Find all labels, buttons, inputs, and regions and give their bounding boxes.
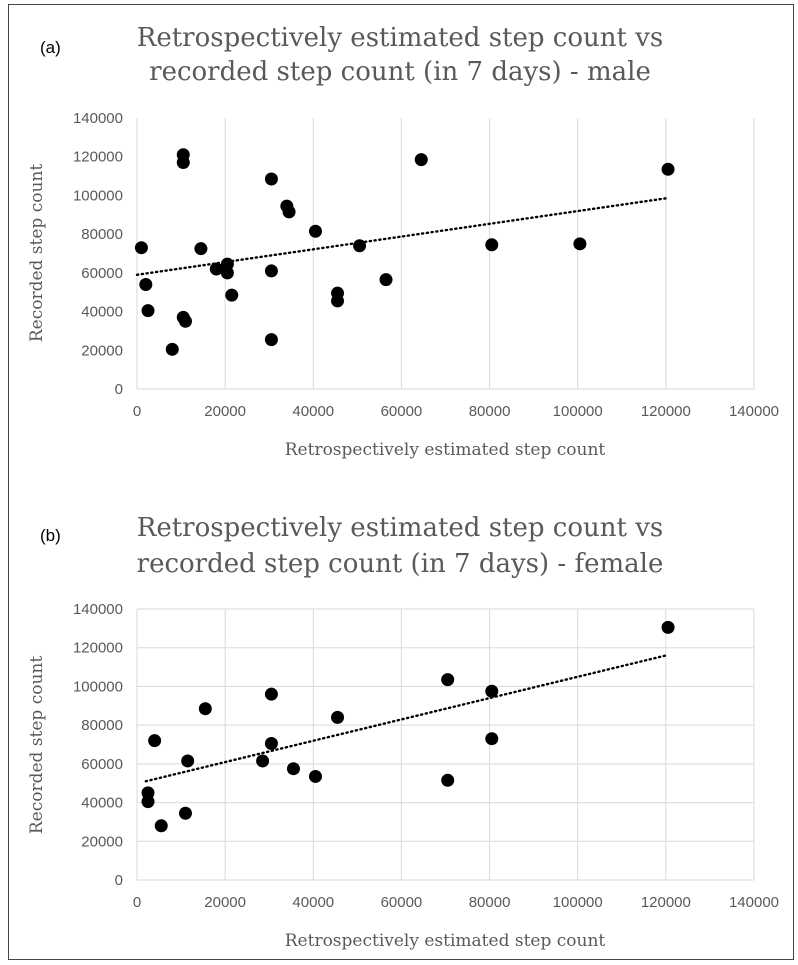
data-point (264, 172, 278, 186)
data-point (264, 333, 278, 347)
trendline (135, 197, 668, 276)
data-point (282, 205, 296, 219)
x-tick-label: 60000 (381, 894, 423, 911)
data-point (194, 242, 208, 256)
y-tick-label: 140000 (73, 110, 123, 127)
data-point (331, 294, 345, 308)
y-tick-label: 80000 (81, 717, 123, 734)
data-point (379, 273, 393, 287)
x-tick-label: 140000 (729, 894, 779, 911)
y-tick-label: 20000 (81, 342, 123, 359)
x-tick-label: 80000 (469, 403, 511, 420)
data-point (165, 342, 179, 356)
chart-title-line-1: Retrospectively estimated step count vs (137, 23, 663, 53)
data-point (441, 773, 455, 787)
data-point (209, 262, 223, 276)
data-point (154, 819, 168, 833)
y-tick-label: 120000 (73, 640, 123, 657)
x-tick-label: 40000 (292, 403, 334, 420)
x-tick-label: 60000 (381, 403, 423, 420)
y-tick-label: 100000 (73, 678, 123, 695)
y-axis-label: Recorded step count (27, 164, 47, 343)
y-tick-label: 20000 (81, 833, 123, 850)
panel-label: (b) (40, 526, 61, 545)
data-point (178, 314, 192, 328)
x-tick-label: 80000 (469, 894, 511, 911)
x-tick-label: 120000 (641, 403, 691, 420)
data-point (139, 277, 153, 291)
data-point (141, 795, 155, 809)
y-tick-label: 60000 (81, 265, 123, 282)
data-point (485, 684, 499, 698)
x-axis-label: Retrospectively estimated step count (285, 440, 606, 460)
x-axis-label: Retrospectively estimated step count (285, 931, 606, 951)
data-point (178, 806, 192, 820)
y-tick-label: 40000 (81, 795, 123, 812)
panel-label: (a) (40, 38, 61, 57)
y-tick-label: 120000 (73, 149, 123, 166)
data-point (353, 239, 367, 253)
y-tick-label: 60000 (81, 756, 123, 773)
figure-frame (8, 4, 794, 960)
y-tick-label: 0 (115, 381, 123, 398)
data-point (225, 288, 239, 302)
data-point (485, 732, 499, 746)
data-point (256, 754, 270, 768)
y-tick-label: 80000 (81, 226, 123, 243)
y-tick-label: 140000 (73, 601, 123, 618)
data-point (661, 620, 675, 634)
data-point (286, 762, 300, 776)
y-tick-label: 100000 (73, 187, 123, 204)
trendline (144, 654, 668, 783)
data-point (331, 710, 345, 724)
y-axis-label: Recorded step count (27, 656, 47, 835)
y-tick-label: 40000 (81, 304, 123, 321)
data-point (661, 162, 675, 176)
data-point (264, 264, 278, 278)
x-tick-label: 40000 (292, 894, 334, 911)
data-point (414, 153, 428, 167)
y-tick-label: 0 (115, 872, 123, 889)
data-point (308, 769, 322, 783)
chart-female: (b) Retrospectively estimated step count… (27, 513, 779, 951)
x-tick-label: 20000 (204, 894, 246, 911)
data-point (141, 304, 155, 318)
x-tick-label: 0 (133, 403, 141, 420)
chart-title-line-1: Retrospectively estimated step count vs (137, 513, 663, 543)
data-point (264, 687, 278, 701)
data-point (134, 241, 148, 255)
data-point (148, 734, 162, 748)
data-point (198, 702, 212, 716)
data-point (176, 156, 190, 170)
x-tick-label: 140000 (729, 403, 779, 420)
data-point (264, 737, 278, 751)
chart-title-line-2: recorded step count (in 7 days) - male (149, 57, 651, 87)
x-tick-label: 100000 (553, 894, 603, 911)
x-tick-label: 0 (133, 894, 141, 911)
data-point (220, 266, 234, 280)
chart-title-line-2: recorded step count (in 7 days) - female (137, 549, 664, 579)
data-point (485, 238, 499, 252)
chart-male: (a) Retrospectively estimated step count… (27, 23, 779, 460)
x-tick-label: 120000 (641, 894, 691, 911)
data-point (573, 237, 587, 251)
data-point (308, 224, 322, 238)
x-tick-label: 20000 (204, 403, 246, 420)
data-point (441, 673, 455, 687)
x-tick-label: 100000 (553, 403, 603, 420)
data-point (181, 754, 195, 768)
